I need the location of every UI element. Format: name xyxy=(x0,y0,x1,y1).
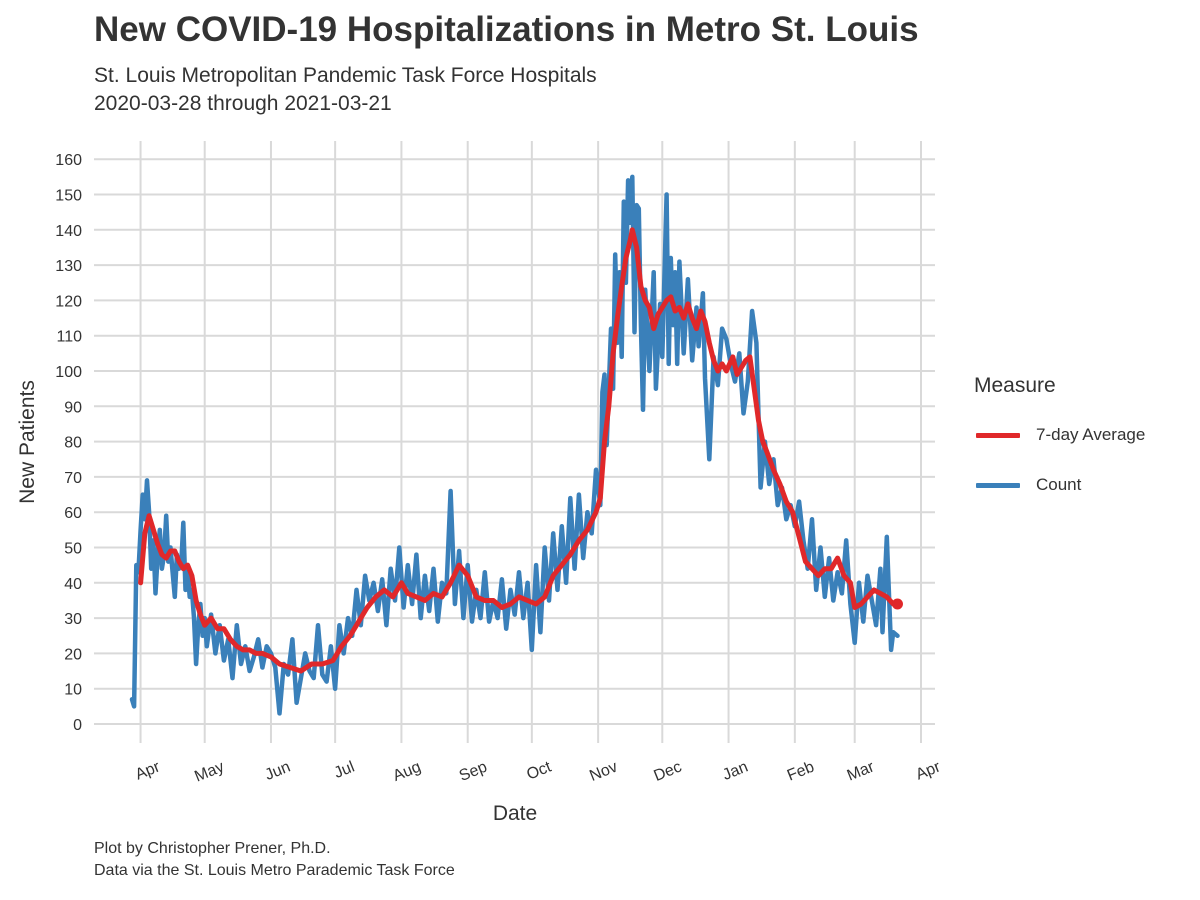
y-tick-label-100: 100 xyxy=(55,364,82,381)
legend-title: Measure xyxy=(974,374,1056,397)
y-tick-label-150: 150 xyxy=(55,188,82,205)
x-tick-label-0: Apr xyxy=(133,758,163,783)
y-tick-label-130: 130 xyxy=(55,258,82,275)
legend-label-count: Count xyxy=(1036,475,1082,494)
x-tick-label-9: Jan xyxy=(720,758,750,783)
series-lines xyxy=(129,174,903,716)
chart-subtitle-source: St. Louis Metropolitan Pandemic Task For… xyxy=(94,64,597,87)
x-tick-label-6: Oct xyxy=(524,758,554,783)
y-tick-label-70: 70 xyxy=(64,470,82,487)
x-tick-label-4: Aug xyxy=(391,758,424,784)
y-tick-label-10: 10 xyxy=(64,682,82,699)
y-tick-label-80: 80 xyxy=(64,435,82,452)
legend-swatch-7day-average xyxy=(976,432,1020,438)
y-tick-labels: 0 10 20 30 40 50 60 70 80 90 100 110 120 130 140 150 160 xyxy=(55,152,82,734)
caption-source: Data via the St. Louis Metro Parademic T… xyxy=(94,862,455,879)
y-tick-label-20: 20 xyxy=(64,646,82,663)
x-tick-label-11: Mar xyxy=(845,758,878,784)
y-tick-label-110: 110 xyxy=(56,329,82,346)
x-tick-label-1: May xyxy=(192,758,226,785)
x-tick-labels: Apr May Jun Jul Aug Sep Oct Nov Dec Jan Feb Mar Apr xyxy=(133,758,944,785)
chart-subtitle-daterange: 2020-03-28 through 2021-03-21 xyxy=(94,92,392,115)
y-tick-label-40: 40 xyxy=(64,576,82,593)
legend-swatch-count xyxy=(976,482,1020,488)
caption-author: Plot by Christopher Prener, Ph.D. xyxy=(94,840,331,857)
x-tick-label-10: Feb xyxy=(785,758,817,784)
y-tick-label-60: 60 xyxy=(64,505,82,522)
y-tick-label-140: 140 xyxy=(55,223,82,240)
series-line-7-day-average xyxy=(138,227,900,674)
x-tick-label-2: Jun xyxy=(263,758,293,783)
y-axis-label: New Patients xyxy=(16,380,39,504)
y-tick-label-50: 50 xyxy=(64,541,82,558)
x-tick-label-7: Nov xyxy=(587,758,620,784)
legend-label-7day-average: 7-day Average xyxy=(1036,425,1146,444)
x-tick-label-12: Apr xyxy=(913,758,943,783)
y-tick-label-0: 0 xyxy=(73,717,82,734)
y-tick-label-120: 120 xyxy=(55,293,82,310)
x-tick-label-3: Jul xyxy=(332,758,357,781)
y-tick-label-30: 30 xyxy=(64,611,82,628)
x-tick-label-8: Dec xyxy=(651,758,684,784)
y-tick-label-90: 90 xyxy=(64,399,82,416)
series-endpoint-7-day-average xyxy=(891,598,903,610)
x-tick-label-5: Sep xyxy=(457,758,490,784)
y-tick-label-160: 160 xyxy=(55,152,82,169)
series-line-count xyxy=(129,174,900,716)
x-axis-label: Date xyxy=(492,802,538,825)
legend-item-7day-average: 7-day Average xyxy=(976,425,1145,445)
chart-title: New COVID-19 Hospitalizations in Metro S… xyxy=(94,10,919,49)
legend-item-count: Count xyxy=(976,475,1081,495)
